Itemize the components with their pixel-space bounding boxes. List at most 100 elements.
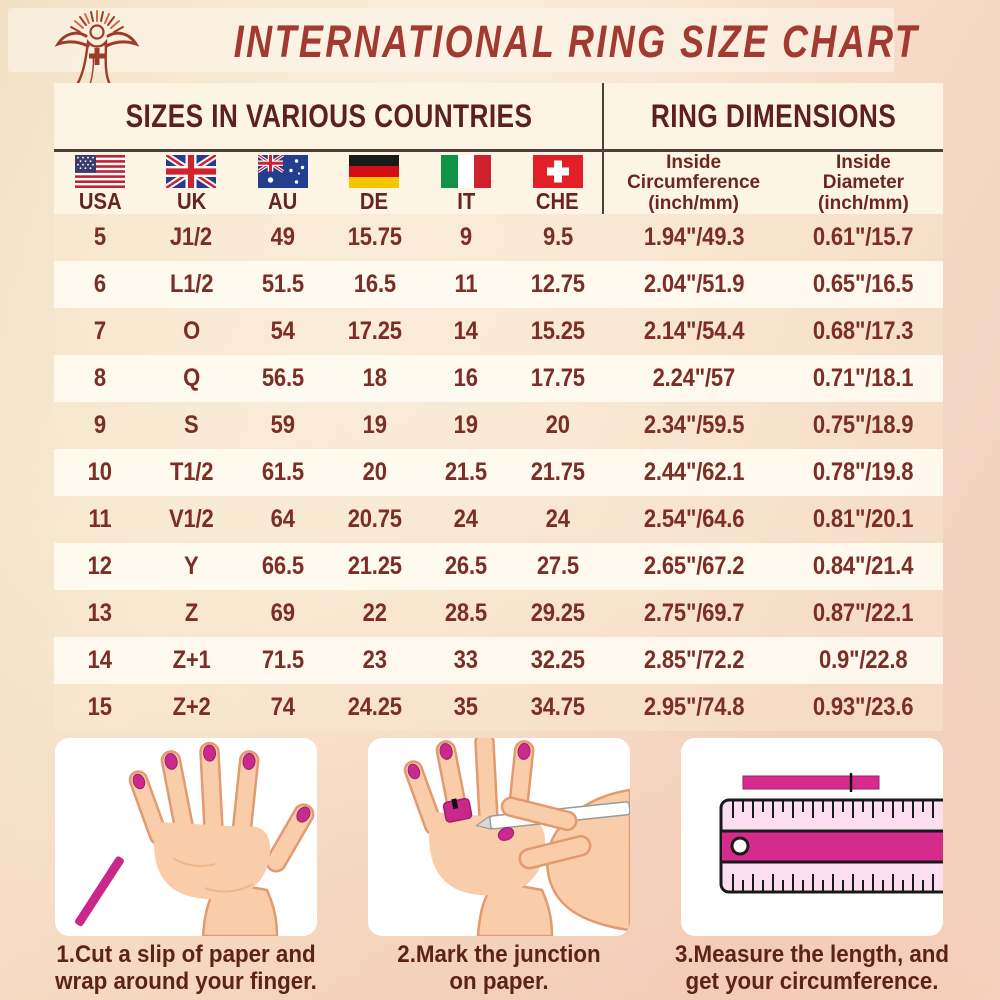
table-cell: 2.44"/62.1 (643, 458, 744, 486)
table-cell: 24.25 (347, 693, 402, 721)
table-cell: J1/2 (170, 223, 213, 251)
table-cell: 28.5 (444, 599, 488, 627)
table-cell: 0.68"/17.3 (813, 317, 914, 345)
table-cell: 61.5 (261, 458, 304, 486)
column-header-inside-circumference: Inside Circumference (inch/mm) (627, 152, 761, 214)
table-cell: 11 (454, 270, 478, 298)
instruction-caption-2: 2.Mark the junction on paper. (397, 941, 601, 996)
table-cell: 0.61"/15.7 (813, 223, 914, 251)
table-cell: 14 (453, 317, 479, 345)
table-cell: 2.65"/67.2 (643, 552, 744, 580)
table-row: 5 J1/2 49 15.75 9 9.5 1.94"/49.3 0.61"/15.7 (54, 214, 943, 261)
table-cell: 19 (453, 411, 479, 439)
table-cell: 23 (362, 646, 387, 674)
column-label-uk: UK (176, 188, 206, 214)
table-cell: 18 (362, 364, 387, 392)
table-cell: 20 (362, 458, 387, 486)
table-cell: 21.25 (347, 552, 402, 580)
column-headers-row: USA UK (54, 152, 943, 214)
table-cell: 10 (87, 458, 112, 486)
table-cell: 64 (270, 505, 295, 533)
table-row: 9 S 59 19 19 20 2.34"/59.5 0.75"/18.9 (54, 402, 943, 449)
table-cell: 9 (459, 223, 473, 251)
table-header-background (54, 83, 943, 214)
table-cell: 6 (93, 270, 106, 298)
instruction-caption-3: 3.Measure the length, and get your circu… (674, 941, 950, 996)
table-cell: 9.5 (542, 223, 573, 251)
column-label-de: DE (360, 188, 389, 214)
table-cell: 56.5 (261, 364, 304, 392)
table-cell: V1/2 (169, 505, 214, 533)
table-cell: 74 (270, 693, 295, 721)
table-cell: 33 (453, 646, 479, 674)
table-cell: T1/2 (169, 458, 214, 486)
table-cell: 29.25 (530, 599, 585, 627)
page-title: INTERNATIONAL RING SIZE CHART (233, 16, 920, 67)
table-row: 8 Q 56.5 18 16 17.75 2.24"/57 0.71"/18.1 (54, 355, 943, 402)
table-cell: 2.14"/54.4 (643, 317, 744, 345)
table-cell: Z+1 (172, 646, 211, 674)
table-cell: 0.65"/16.5 (813, 270, 914, 298)
table-cell: 17.75 (530, 364, 585, 392)
table-cell: 26.5 (444, 552, 488, 580)
table-rows: 5 J1/2 49 15.75 9 9.5 1.94"/49.3 0.61"/15.7 6 L1/… (54, 214, 943, 731)
table-row: 14 Z+1 71.5 23 33 32.25 2.85"/72.2 0.9"/22.8 (54, 637, 943, 684)
column-header-uk: UK (146, 152, 238, 215)
table-cell: 17.25 (347, 317, 402, 345)
table-cell: 0.9"/22.8 (819, 646, 908, 674)
column-label-che: CHE (536, 188, 579, 214)
column-label-che: IT (457, 188, 476, 214)
table-cell: S (184, 411, 199, 439)
table-cell: 16 (453, 364, 479, 392)
table-cell: 69 (270, 599, 295, 627)
table-row: 13 Z 69 22 28.5 29.25 2.75"/69.7 0.87"/22.1 (54, 590, 943, 637)
column-header-inside-diameter: Inside Diameter (inch/mm) (818, 152, 909, 214)
table-cell: 12.75 (530, 270, 585, 298)
jesus-logo-icon (54, 10, 140, 87)
hands-marking-paper-illustration (403, 738, 630, 936)
table-cell: 19 (362, 411, 387, 439)
table-cell: 15.75 (347, 223, 402, 251)
instruction-panel-3 (681, 738, 943, 936)
instruction-panel-2 (368, 738, 630, 936)
table-cell: 20 (545, 411, 570, 439)
table-cell: 21.5 (444, 458, 488, 486)
column-header-de: DE (329, 152, 421, 215)
column-header-usa: USA (54, 152, 146, 215)
table-cell: Z+2 (172, 693, 211, 721)
table-cell: 2.54"/64.6 (643, 505, 744, 533)
table-cell: 13 (87, 599, 112, 627)
ruler-measuring-illustration (719, 773, 943, 894)
table-cell: 14 (87, 646, 112, 674)
table-cell: 0.81"/20.1 (813, 505, 914, 533)
table-cell: 71.5 (261, 646, 304, 674)
table-cell: 11 (88, 505, 112, 533)
section-title-countries: SIZES IN VARIOUS COUNTRIES (125, 97, 533, 134)
table-cell: Z (184, 599, 198, 627)
table-cell: 54 (270, 317, 295, 345)
australia-flag-icon (257, 155, 308, 188)
table-cell: O (182, 317, 200, 345)
table-cell: 1.94"/49.3 (643, 223, 744, 251)
hand-with-paper-strip-illustration (75, 741, 315, 936)
germany-flag-icon (349, 155, 400, 188)
table-cell: 9 (93, 411, 106, 439)
usa-flag-icon (74, 155, 125, 188)
table-cell: 66.5 (261, 552, 304, 580)
table-cell: 27.5 (536, 552, 579, 580)
column-header-au: AU (237, 152, 329, 215)
ring-size-table: SIZES IN VARIOUS COUNTRIES RING DIMENSIO… (54, 83, 943, 731)
table-cell: 12 (87, 552, 112, 580)
table-cell: 7 (93, 317, 106, 345)
instruction-caption-1: 1.Cut a slip of paper and wrap around yo… (55, 941, 317, 996)
table-cell: 35 (453, 693, 479, 721)
table-cell: 59 (270, 411, 295, 439)
table-cell: 5 (93, 223, 106, 251)
title-strip (8, 8, 894, 72)
table-cell: 0.71"/18.1 (813, 364, 914, 392)
table-cell: 34.75 (530, 693, 585, 721)
table-cell: 15 (87, 693, 112, 721)
section-divider-line (602, 83, 605, 214)
header-divider-line (54, 149, 943, 152)
